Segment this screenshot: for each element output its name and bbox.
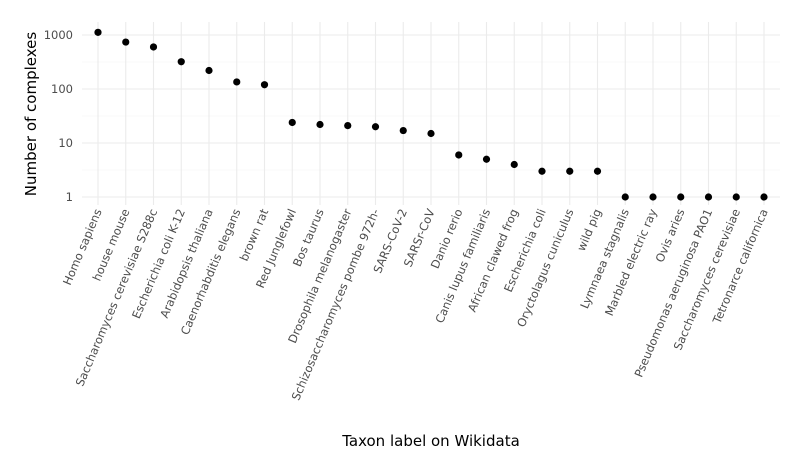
data-points xyxy=(94,28,768,201)
data-point xyxy=(316,120,324,129)
y-tick-label: 100 xyxy=(51,82,73,96)
data-point xyxy=(233,78,241,86)
data-point xyxy=(760,193,768,201)
data-point xyxy=(427,129,435,138)
x-axis-title: Taxon label on Wikidata xyxy=(341,432,520,450)
data-point xyxy=(566,167,574,175)
data-point xyxy=(260,81,269,89)
data-point xyxy=(510,160,518,169)
data-point xyxy=(649,193,657,201)
data-point xyxy=(482,155,491,163)
data-point xyxy=(177,58,185,66)
data-point xyxy=(732,193,740,201)
data-point xyxy=(94,28,102,36)
y-tick-label: 1000 xyxy=(44,28,73,42)
data-point xyxy=(677,193,685,201)
data-point xyxy=(122,38,130,46)
data-point xyxy=(205,66,213,75)
data-point xyxy=(593,167,602,175)
data-point xyxy=(538,167,546,175)
data-point xyxy=(621,193,629,201)
y-axis-title: Number of complexes xyxy=(22,32,40,197)
y-tick-label: 10 xyxy=(58,136,73,150)
data-point xyxy=(704,193,713,201)
data-point xyxy=(371,123,380,131)
data-point xyxy=(149,43,158,51)
data-point xyxy=(344,122,352,130)
y-tick-label: 1 xyxy=(66,190,73,204)
data-point xyxy=(455,151,463,159)
data-point xyxy=(399,126,407,135)
data-point xyxy=(288,118,296,127)
y-axis-ticks: 1 10 100 1000 xyxy=(44,28,73,204)
